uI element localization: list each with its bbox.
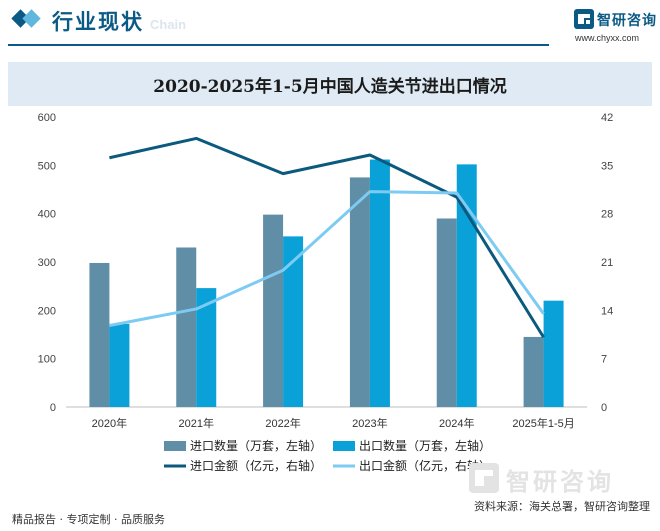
brand[interactable]: 智研咨询 www.chyxx.com [573,8,659,44]
y-left-tick-label: 600 [38,112,56,124]
x-tick-label: 2020年 [92,416,127,430]
line-export-amount [109,190,545,327]
bar-import-qty [436,218,457,407]
chart-title-band [8,62,652,106]
y-left-tick-label: 100 [38,354,56,366]
bar-export-qty [456,164,477,407]
footer-source: 资料来源：海关总署，智研咨询整理 [474,500,650,513]
chart-container: 2020-2025年1-5月中国人造关节进出口情况 0 100 200 300 400 5… [8,62,652,494]
bar-import-qty [263,214,284,407]
header-watermark-text: Chain [150,17,187,32]
bar-export-qty [196,288,217,407]
y-right-tick-label: 7 [601,354,607,366]
y-left-tick-label: 200 [38,305,56,317]
y-right-tick-label: 14 [601,305,613,317]
chart-plot: 0 100 200 300 400 500 600 0 7 14 21 28 35 42 2020年 2021… [38,112,614,473]
legend-swatch [164,441,186,451]
bar-import-qty [176,247,197,407]
header-divider [8,44,549,46]
brand-url[interactable]: www.chyxx.com [575,33,640,43]
header-bar: 行业现状 Chain 智研咨询 www.chyxx.com [0,0,660,46]
bar-import-qty [349,177,370,407]
bar-import-qty [523,336,544,407]
legend-swatch [333,441,355,451]
bar-import-qty [89,262,110,407]
legend-label: 进口金额（亿元，右轴） [190,458,322,473]
bar-export-qty [369,159,390,407]
chart-title: 2020-2025年1-5月中国人造关节进出口情况 [153,77,507,97]
y-right-tick-label: 42 [601,112,613,124]
x-tick-label: 2025年1-5月 [512,416,574,430]
y-right-tick-label: 21 [601,257,613,269]
watermark-logo-icon [469,463,499,493]
y-right-tick-label: 35 [601,160,613,172]
x-tick-label: 2024年 [439,416,474,430]
y-right-tick-label: 28 [601,209,613,221]
y-left-tick-label: 0 [50,402,56,414]
section-title: 行业现状 [52,10,144,34]
x-tick-label: 2021年 [179,416,214,430]
bar-export-qty [283,236,304,407]
y-left-tick-label: 500 [38,160,56,172]
x-tick-label: 2022年 [265,416,300,430]
watermark-text: 智研咨询 [506,468,614,496]
bar-export-qty [543,300,564,407]
legend-label: 进口数量（万套，左轴） [190,438,322,453]
legend-label: 出口数量（万套，左轴） [359,438,491,453]
legend-label: 出口金额（亿元，右轴） [359,458,491,473]
footer-slogan: 精品报告 · 专项定制 · 品质服务 [12,513,165,526]
bar-export-qty [109,323,130,407]
y-left-tick-label: 300 [38,257,56,269]
line-import-amount [109,136,545,339]
y-right-tick-label: 0 [601,402,607,414]
y-left-tick-label: 400 [38,209,56,221]
x-tick-label: 2023年 [352,416,387,430]
brand-logo-icon [574,9,594,29]
brand-name: 智研咨询 [597,13,657,29]
